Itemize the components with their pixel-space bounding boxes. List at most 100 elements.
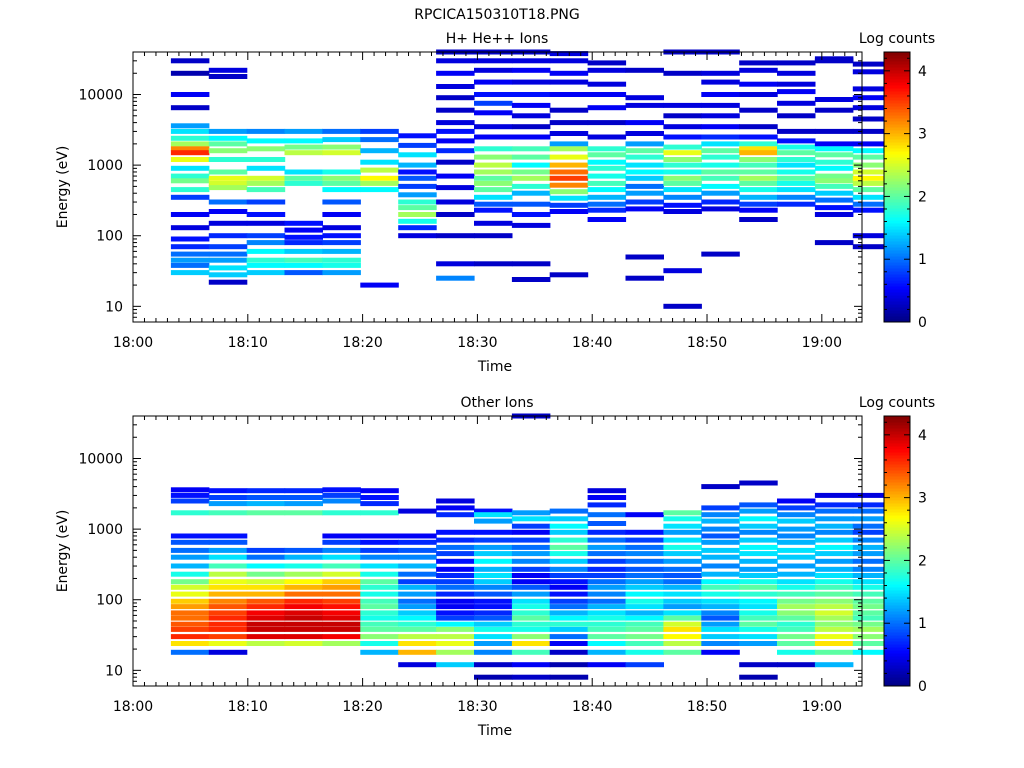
heatmap-cell bbox=[511, 190, 551, 196]
heatmap-cell bbox=[587, 551, 627, 557]
heatmap-cell bbox=[625, 190, 664, 196]
heatmap-cell bbox=[701, 533, 740, 539]
heatmap-cell bbox=[246, 157, 286, 162]
x-tick-label: 18:50 bbox=[687, 699, 727, 715]
heatmap-cell bbox=[739, 674, 778, 680]
heatmap-cell bbox=[814, 212, 854, 217]
heatmap-cell bbox=[777, 81, 816, 87]
heatmap-cell bbox=[284, 262, 323, 268]
colorbar-segment bbox=[884, 554, 910, 558]
heatmap-cell bbox=[739, 579, 778, 585]
colorbar-segment bbox=[884, 539, 910, 543]
heatmap-cell bbox=[208, 626, 248, 632]
colorbar-segment bbox=[884, 656, 910, 660]
heatmap-cell bbox=[587, 67, 627, 73]
heatmap-cell bbox=[852, 591, 892, 597]
heatmap-cell bbox=[701, 251, 740, 257]
heatmap-cell bbox=[246, 199, 286, 205]
heatmap-cell bbox=[511, 222, 551, 228]
heatmap-cell bbox=[474, 518, 513, 524]
colorbar-segment bbox=[884, 226, 910, 230]
heatmap-cell bbox=[474, 124, 513, 130]
heatmap-cell bbox=[208, 148, 248, 154]
heatmap-cell bbox=[398, 649, 437, 655]
heatmap-cell bbox=[511, 154, 551, 160]
colorbar-segment bbox=[884, 166, 910, 170]
colorbar-segment bbox=[884, 214, 910, 218]
colorbar-segment bbox=[884, 208, 910, 212]
heatmap-cell bbox=[284, 128, 323, 134]
x-tick-label: 18:20 bbox=[342, 335, 382, 351]
heatmap-cell bbox=[549, 175, 589, 181]
heatmap-cell bbox=[322, 270, 361, 276]
heatmap-cell bbox=[170, 157, 210, 162]
heatmap-cell bbox=[663, 615, 702, 621]
colorbar-tick-label: 2 bbox=[918, 553, 927, 569]
heatmap-cell bbox=[777, 598, 816, 604]
heatmap-cell bbox=[360, 187, 399, 193]
heatmap-cell bbox=[814, 58, 854, 64]
colorbar-segment bbox=[884, 76, 910, 80]
heatmap-cell bbox=[322, 539, 361, 545]
heatmap-cell bbox=[777, 512, 816, 518]
heatmap-cells bbox=[170, 413, 892, 680]
heatmap-cell bbox=[474, 207, 513, 213]
heatmap-cell bbox=[663, 268, 702, 274]
heatmap-cell bbox=[739, 544, 778, 550]
heatmap-cell bbox=[511, 604, 551, 610]
colorbar-label: Log counts bbox=[859, 395, 935, 411]
heatmap-cell bbox=[170, 262, 210, 268]
heatmap-cell bbox=[739, 201, 778, 207]
heatmap-cell bbox=[777, 526, 816, 532]
heatmap-cell bbox=[208, 272, 248, 278]
heatmap-cell bbox=[398, 591, 437, 597]
heatmap-cell bbox=[511, 183, 551, 189]
heatmap-cell bbox=[170, 610, 210, 616]
colorbar-segment bbox=[884, 461, 910, 465]
heatmap-cell bbox=[322, 212, 361, 217]
colorbar-segment bbox=[884, 497, 910, 501]
colorbar-segment bbox=[884, 623, 910, 627]
heatmap-cell bbox=[587, 488, 627, 494]
heatmap-cell bbox=[852, 529, 892, 535]
heatmap-cell bbox=[246, 641, 286, 646]
colorbar-segment bbox=[884, 500, 910, 504]
heatmap-cell bbox=[170, 615, 210, 621]
heatmap-cell bbox=[170, 539, 210, 545]
heatmap-cell bbox=[436, 529, 475, 535]
heatmap-cell bbox=[739, 626, 778, 632]
heatmap-cell bbox=[246, 146, 286, 152]
heatmap-cell bbox=[208, 279, 248, 285]
heatmap-cell bbox=[170, 187, 210, 193]
colorbar-segment bbox=[884, 458, 910, 462]
colorbar-segment bbox=[884, 319, 910, 323]
heatmap-cell bbox=[663, 573, 702, 578]
heatmap-cell bbox=[246, 270, 286, 276]
heatmap-cell bbox=[436, 598, 475, 604]
heatmap-cell bbox=[852, 233, 892, 239]
x-tick-label: 18:10 bbox=[228, 335, 268, 351]
colorbar-segment bbox=[884, 250, 910, 254]
panel-title: H+ He++ Ions bbox=[446, 31, 549, 47]
heatmap-cell bbox=[360, 148, 399, 154]
axes: 18:00 18:10 18:20 18:30 18:40 18:50 19:00 10 100… bbox=[78, 51, 863, 351]
heatmap-cell bbox=[360, 282, 399, 288]
heatmap-cell bbox=[474, 508, 513, 514]
colorbar-segment bbox=[884, 181, 910, 185]
colorbar-segment bbox=[884, 253, 910, 257]
heatmap-cell bbox=[852, 584, 892, 590]
heatmap-cell bbox=[587, 134, 627, 140]
heatmap-cell bbox=[625, 120, 664, 126]
heatmap-cell bbox=[398, 183, 437, 189]
heatmap-cell bbox=[360, 626, 399, 632]
heatmap-cell bbox=[246, 621, 286, 627]
heatmap-cell bbox=[852, 180, 892, 186]
heatmap-cell bbox=[777, 626, 816, 632]
heatmap-cell bbox=[322, 498, 361, 504]
colorbar-segment bbox=[884, 199, 910, 203]
heatmap-cell bbox=[170, 141, 210, 147]
heatmap-cell bbox=[739, 180, 778, 186]
heatmap-cell bbox=[436, 148, 475, 154]
heatmap-cell bbox=[549, 131, 589, 136]
colorbar-segment bbox=[884, 557, 910, 561]
